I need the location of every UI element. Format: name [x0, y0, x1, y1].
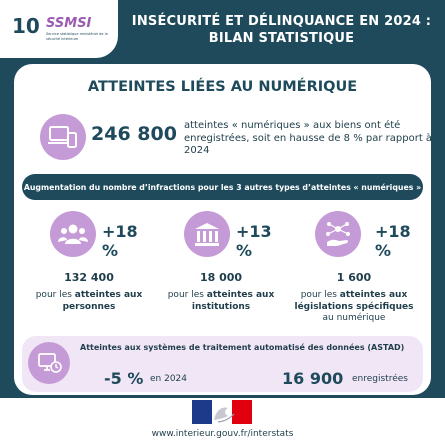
increase-banner: Augmentation du nombre d’infractions pou…	[22, 174, 423, 200]
category-text: pour les atteintes aux législations spéc…	[294, 290, 414, 323]
astad-pct-label: en 2024	[150, 374, 188, 384]
astad-title: Atteintes aux systèmes de traitement aut…	[80, 343, 405, 352]
category-value: 1 600	[336, 271, 372, 284]
category-text: pour les atteintes aux institutions	[167, 290, 275, 312]
category-pct: +18 %	[102, 222, 138, 260]
people-icon	[50, 211, 96, 257]
header: 10 SSMSI Service statistique ministériel…	[0, 0, 445, 60]
category-pct: +18 %	[375, 222, 411, 260]
category-text: pour les atteintes aux personnes	[35, 290, 143, 312]
category-value: 132 400	[64, 271, 114, 284]
astad-value-label: enregistrées	[352, 374, 408, 384]
category-value: 18 000	[199, 271, 243, 284]
logo-number: 10	[12, 14, 40, 38]
footer: www.interieur.gouv.fr/interstats	[0, 398, 445, 445]
page-title: INSÉCURITÉ ET DÉLINQUANCE EN 2024 : BILA…	[118, 13, 445, 47]
institution-icon	[184, 211, 230, 257]
footer-url[interactable]: www.interieur.gouv.fr/interstats	[151, 429, 294, 439]
main-value: 246 800	[91, 123, 177, 145]
logo-subtitle: Service statistique ministériel de la sé…	[46, 32, 108, 41]
logo-name: SSMSI	[46, 16, 92, 31]
main-description: atteintes « numériques » aux biens ont é…	[184, 120, 433, 156]
marianne-logo	[192, 400, 252, 424]
category-pct: +13 %	[236, 222, 272, 260]
computer-system-icon	[28, 342, 70, 384]
title-line-1: INSÉCURITÉ ET DÉLINQUANCE EN 2024 :	[131, 14, 432, 29]
content-card: ATTEINTES LIÉES AU NUMÉRIQUE 246 800 att…	[14, 64, 432, 395]
astad-panel: Atteintes aux systèmes de traitement aut…	[22, 336, 423, 392]
devices-icon	[40, 114, 86, 160]
main-stat: 246 800 atteintes « numériques » aux bie…	[40, 108, 432, 170]
astad-pct: -5 %	[104, 369, 144, 388]
title-line-2: BILAN STATISTIQUE	[208, 31, 355, 46]
network-hand-icon	[315, 211, 361, 257]
section-title: ATTEINTES LIÉES AU NUMÉRIQUE	[87, 79, 358, 95]
ssmsi-logo: 10 SSMSI Service statistique ministériel…	[0, 0, 118, 58]
astad-value: 16 900	[282, 369, 344, 388]
